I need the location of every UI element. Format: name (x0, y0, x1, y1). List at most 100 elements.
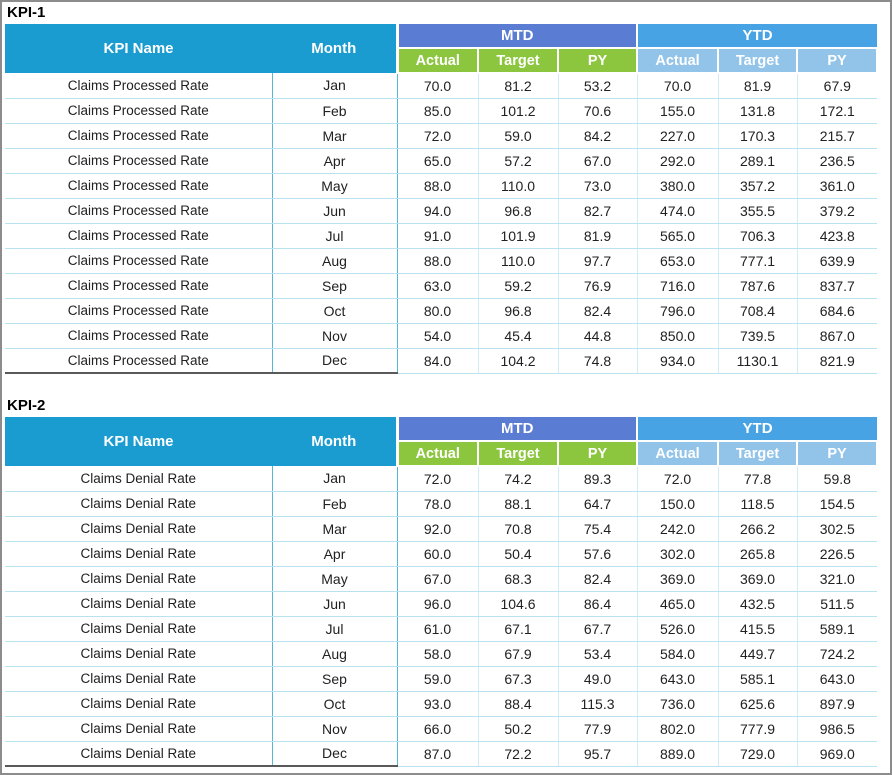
mtd-py-cell: 74.8 (558, 348, 638, 374)
ytd-py-cell: 589.1 (797, 616, 878, 642)
mtd-actual-cell: 92.0 (397, 516, 479, 542)
ytd-target-cell: 118.5 (718, 491, 798, 517)
table-row: Claims Processed Rate Oct 80.0 96.8 82.4 796.… (5, 298, 878, 324)
kpi-name-cell: Claims Denial Rate (5, 616, 273, 642)
mtd-py-cell: 76.9 (558, 273, 638, 299)
mtd-py-cell: 82.7 (558, 198, 638, 224)
mtd-target-cell: 81.2 (478, 73, 559, 99)
table-row: Claims Processed Rate May 88.0 110.0 73.0 380… (5, 173, 878, 199)
month-cell: Jul (272, 616, 398, 642)
column-header-ytd-py: PY (797, 441, 879, 467)
column-header-mtd-py: PY (558, 441, 639, 467)
mtd-actual-cell: 58.0 (397, 641, 479, 667)
mtd-target-cell: 68.3 (478, 566, 559, 592)
mtd-target-cell: 101.9 (478, 223, 559, 249)
mtd-py-cell: 67.0 (558, 148, 638, 174)
mtd-py-cell: 64.7 (558, 491, 638, 517)
mtd-actual-cell: 88.0 (397, 173, 479, 199)
ytd-py-cell: 511.5 (797, 591, 878, 617)
mtd-actual-cell: 67.0 (397, 566, 479, 592)
mtd-py-cell: 44.8 (558, 323, 638, 349)
mtd-py-cell: 82.4 (558, 566, 638, 592)
mtd-target-cell: 59.0 (478, 123, 559, 149)
column-header-kpi-name: KPI Name (5, 24, 272, 73)
ytd-actual-cell: 850.0 (637, 323, 719, 349)
mtd-target-cell: 110.0 (478, 248, 559, 274)
table-row: Claims Processed Rate Nov 54.0 45.4 44.8 850.… (5, 323, 878, 349)
ytd-target-cell: 708.4 (718, 298, 798, 324)
month-cell: Sep (272, 273, 398, 299)
ytd-target-cell: 369.0 (718, 566, 798, 592)
mtd-target-cell: 50.2 (478, 716, 559, 742)
mtd-target-cell: 96.8 (478, 298, 559, 324)
ytd-target-cell: 777.1 (718, 248, 798, 274)
header-band-row: KPI Name Month MTD YTD (5, 417, 878, 466)
month-cell: Aug (272, 641, 398, 667)
ytd-py-cell: 897.9 (797, 691, 878, 717)
mtd-target-cell: 50.4 (478, 541, 559, 567)
month-cell: Jan (272, 73, 398, 99)
column-header-mtd-target: Target (478, 441, 559, 467)
month-cell: May (272, 173, 398, 199)
ytd-target-cell: 170.3 (718, 123, 798, 149)
table-row: Claims Processed Rate Sep 63.0 59.2 76.9 716.… (5, 273, 878, 299)
mtd-py-cell: 70.6 (558, 98, 638, 124)
ytd-actual-cell: 736.0 (637, 691, 719, 717)
mtd-actual-cell: 84.0 (397, 348, 479, 374)
mtd-actual-cell: 78.0 (397, 491, 479, 517)
mtd-actual-cell: 65.0 (397, 148, 479, 174)
ytd-target-cell: 265.8 (718, 541, 798, 567)
month-cell: Oct (272, 298, 398, 324)
column-header-ytd-actual: Actual (637, 48, 720, 74)
ytd-actual-cell: 227.0 (637, 123, 719, 149)
ytd-target-cell: 449.7 (718, 641, 798, 667)
table-row: Claims Denial Rate Apr 60.0 50.4 57.6 302.0 26… (5, 541, 878, 567)
table-row: Claims Denial Rate Aug 58.0 67.9 53.4 584.0 44… (5, 641, 878, 667)
mtd-target-cell: 88.4 (478, 691, 559, 717)
mtd-py-cell: 86.4 (558, 591, 638, 617)
mtd-actual-cell: 93.0 (397, 691, 479, 717)
mtd-target-cell: 45.4 (478, 323, 559, 349)
column-header-mtd-actual: Actual (397, 441, 479, 467)
mtd-actual-cell: 88.0 (397, 248, 479, 274)
mtd-target-cell: 59.2 (478, 273, 559, 299)
kpi-name-cell: Claims Denial Rate (5, 466, 273, 492)
kpi-name-cell: Claims Processed Rate (5, 123, 273, 149)
kpi-name-cell: Claims Denial Rate (5, 491, 273, 517)
ytd-py-cell: 986.5 (797, 716, 878, 742)
kpi-name-cell: Claims Denial Rate (5, 716, 273, 742)
month-cell: Jun (272, 591, 398, 617)
kpi-name-cell: Claims Processed Rate (5, 148, 273, 174)
kpi-name-cell: Claims Denial Rate (5, 741, 273, 767)
month-cell: Dec (272, 741, 398, 767)
ytd-target-cell: 585.1 (718, 666, 798, 692)
table-row: Claims Processed Rate Apr 65.0 57.2 67.0 292.… (5, 148, 878, 174)
table-row: Claims Denial Rate Nov 66.0 50.2 77.9 802.0 77… (5, 716, 878, 742)
month-cell: Mar (272, 516, 398, 542)
ytd-actual-cell: 474.0 (637, 198, 719, 224)
table-row: Claims Denial Rate Jan 72.0 74.2 89.3 72.0 77.… (5, 466, 878, 492)
month-cell: Feb (272, 98, 398, 124)
table-row: Claims Denial Rate Jul 61.0 67.1 67.7 526.0 41… (5, 616, 878, 642)
kpi-name-cell: Claims Denial Rate (5, 516, 273, 542)
column-group-mtd: MTD (397, 24, 639, 49)
ytd-py-cell: 67.9 (797, 73, 878, 99)
mtd-target-cell: 88.1 (478, 491, 559, 517)
ytd-py-cell: 361.0 (797, 173, 878, 199)
kpi2-section-title: KPI-2 (7, 397, 46, 414)
table-row: Claims Processed Rate Feb 85.0 101.2 70.6 155… (5, 98, 878, 124)
ytd-target-cell: 777.9 (718, 716, 798, 742)
kpi-name-cell: Claims Processed Rate (5, 173, 273, 199)
mtd-actual-cell: 59.0 (397, 666, 479, 692)
ytd-actual-cell: 292.0 (637, 148, 719, 174)
column-header-mtd-target: Target (478, 48, 559, 74)
month-cell: Feb (272, 491, 398, 517)
mtd-py-cell: 115.3 (558, 691, 638, 717)
table-row: Claims Processed Rate Jan 70.0 81.2 53.2 70.0… (5, 73, 878, 99)
ytd-actual-cell: 796.0 (637, 298, 719, 324)
table-row: Claims Denial Rate Jun 96.0 104.6 86.4 465.0 4… (5, 591, 878, 617)
column-header-ytd-target: Target (718, 48, 799, 74)
column-header-month: Month (272, 24, 399, 73)
month-cell: Sep (272, 666, 398, 692)
ytd-actual-cell: 72.0 (637, 466, 719, 492)
